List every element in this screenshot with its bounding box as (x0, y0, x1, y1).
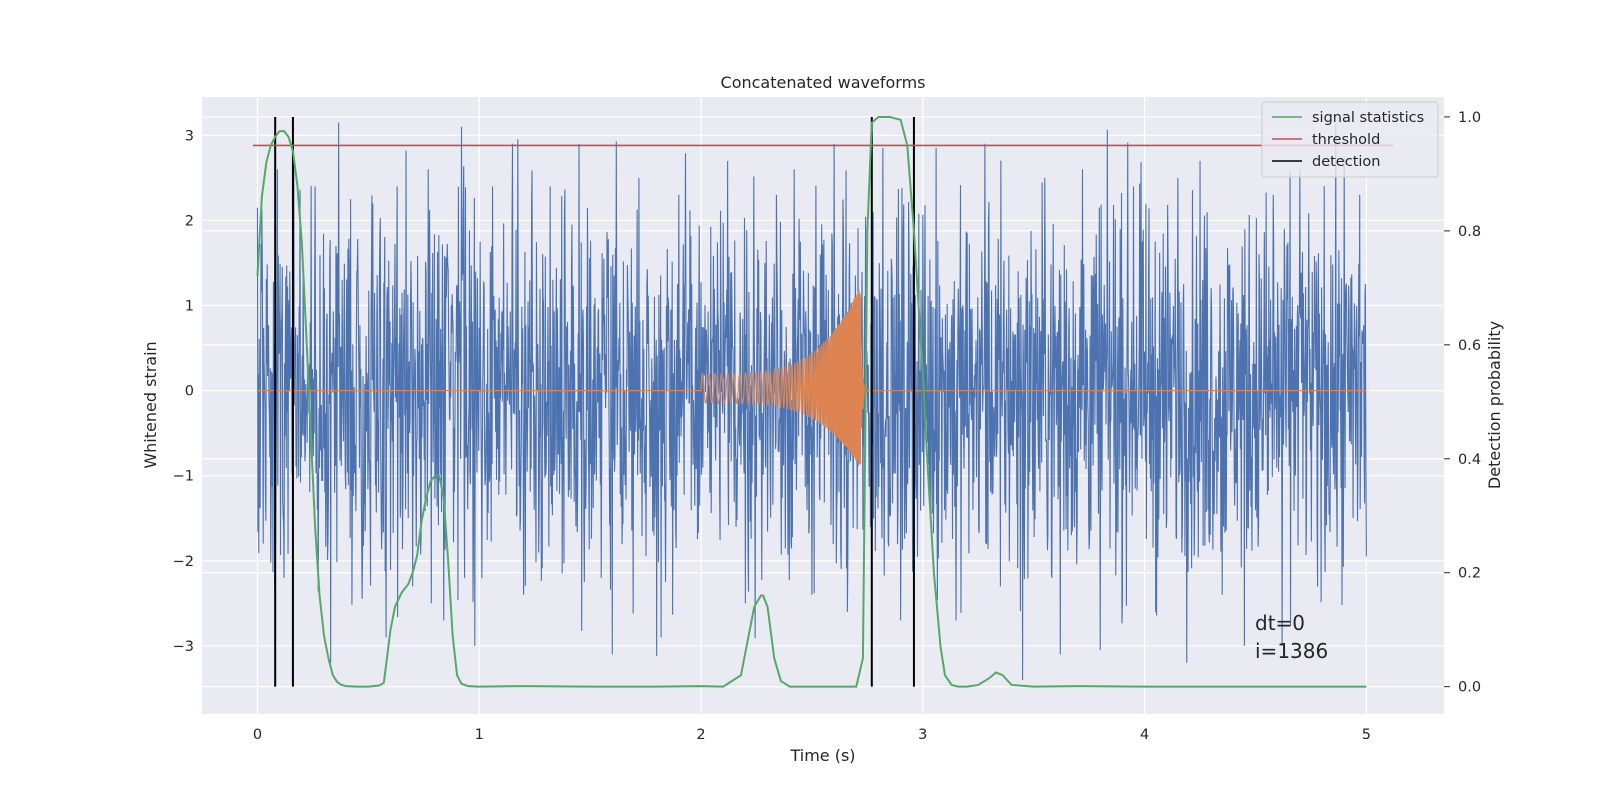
legend-label-threshold: threshold (1312, 132, 1380, 148)
annotation-dt: dt=0 (1255, 611, 1305, 635)
y-tick-label: −3 (173, 639, 194, 655)
chart-title: Concatenated waveforms (721, 73, 926, 92)
x-tick-label: 2 (696, 727, 705, 743)
y2-tick-label: 0.2 (1458, 566, 1481, 582)
y-tick-label: −2 (173, 554, 194, 570)
y-tick-label: 3 (185, 128, 194, 144)
x-tick-label: 3 (918, 727, 927, 743)
y-tick-label: 2 (185, 213, 194, 229)
annotation-index: i=1386 (1255, 639, 1328, 663)
legend-box (1261, 101, 1439, 178)
x-tick-label: 1 (475, 727, 484, 743)
legend: signal statistics threshold detection (1261, 101, 1439, 178)
y2-axis-label: Detection probability (1485, 321, 1504, 489)
template-series-line (257, 289, 1367, 466)
y-axis-label: Whitened strain (141, 341, 160, 468)
x-tick-label: 5 (1362, 727, 1371, 743)
y2-tick-label: 0.6 (1458, 338, 1481, 354)
ticks: 0 1 2 3 4 5 −3 −2 −1 0 1 2 3 0.0 0.2 0.4 0.6 0.8 1.0 (173, 110, 1481, 743)
x-tick-label: 0 (253, 727, 262, 743)
y-tick-label: 0 (185, 384, 194, 400)
strain-series-line (256, 122, 1367, 680)
y-tick-label: −1 (173, 469, 194, 485)
x-axis-label: Time (s) (789, 746, 855, 765)
y2-tick-label: 1.0 (1458, 110, 1481, 126)
x-tick-label: 4 (1140, 727, 1149, 743)
plot-area (253, 115, 1393, 688)
y2-tick-label: 0.0 (1458, 680, 1481, 696)
legend-label-signal-statistics: signal statistics (1312, 110, 1424, 126)
legend-label-detection: detection (1312, 154, 1380, 170)
y2-tick-label: 0.8 (1458, 224, 1481, 240)
y-tick-label: 1 (185, 299, 194, 315)
signal-statistics-line (256, 115, 1367, 688)
y2-tick-label: 0.4 (1458, 452, 1481, 468)
